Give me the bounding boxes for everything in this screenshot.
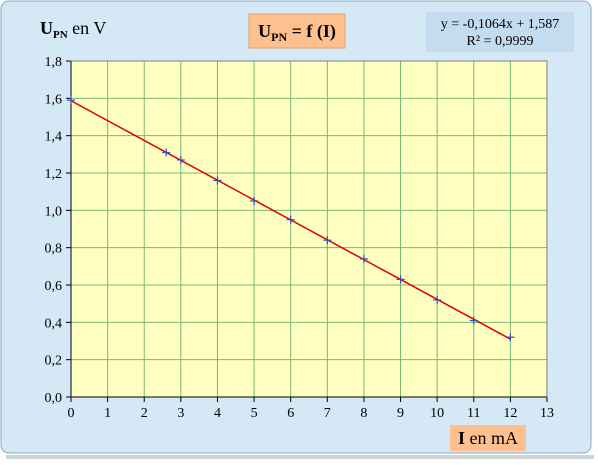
- x-tick-label: 6: [287, 406, 294, 421]
- y-tick-label: 0,2: [45, 354, 63, 369]
- x-tick-label: 8: [360, 406, 367, 421]
- data-point: [396, 275, 405, 284]
- x-tick-label: 12: [503, 406, 517, 421]
- data-point: [433, 295, 442, 304]
- y-tick-label: 0,4: [45, 316, 63, 331]
- r-squared: R² = 0,9999: [467, 34, 534, 49]
- data-point: [359, 254, 368, 263]
- x-tick-label: 4: [214, 406, 221, 421]
- plot: 0,00,20,40,60,81,01,21,41,61,80 1 2 3 4 5 6 7 8 9…: [45, 55, 555, 421]
- data-point: [286, 215, 295, 224]
- y-label-rest: en V: [68, 18, 107, 38]
- y-tick-label: 0,0: [45, 391, 63, 406]
- x-tick-label: 10: [430, 406, 444, 421]
- x-tick-label: 11: [467, 406, 480, 421]
- y-tick-label: 1,4: [45, 130, 63, 145]
- x-tick-label: 5: [251, 406, 258, 421]
- x-tick-label: 2: [141, 406, 148, 421]
- x-axis-label: I en mA: [458, 428, 518, 448]
- title-main: U: [258, 21, 271, 41]
- x-label-main: I: [458, 428, 465, 448]
- data-point: [162, 148, 171, 157]
- x-tick-label: 13: [540, 406, 554, 421]
- title-rest: = f (I): [287, 21, 336, 42]
- x-label-box: [450, 425, 526, 451]
- shadow: [6, 455, 594, 459]
- plot-area: [71, 61, 547, 397]
- data-point: [469, 316, 478, 325]
- equation: y = -0,1064x + 1,587: [441, 17, 559, 32]
- data-point: [176, 155, 185, 164]
- data-point: [506, 333, 515, 342]
- equation-box: [426, 12, 574, 52]
- chart-title: UPN = f (I): [258, 21, 336, 44]
- title-box: [248, 13, 346, 49]
- x-tick-label: 1: [104, 406, 111, 421]
- y-label-main: U: [40, 18, 53, 38]
- x-tick-label: 0: [68, 406, 75, 421]
- data-point: [250, 197, 259, 205]
- x-tick-label: 9: [397, 406, 404, 421]
- x-tick-label: 3: [177, 406, 184, 421]
- data-point: [67, 96, 75, 105]
- y-tick-label: 1,0: [45, 204, 63, 219]
- title-sub: PN: [271, 30, 287, 44]
- y-label-sub: PN: [53, 29, 68, 41]
- y-tick-label: 1,6: [45, 92, 63, 107]
- x-label-rest: en mA: [465, 428, 518, 448]
- data-point: [323, 236, 332, 245]
- y-tick-label: 0,8: [45, 242, 63, 257]
- y-tick-label: 1,2: [45, 167, 63, 182]
- data-point: [213, 176, 222, 185]
- y-tick-label: 1,8: [45, 55, 63, 70]
- y-axis-label: UPN en V: [40, 18, 106, 41]
- x-tick-label: 7: [324, 406, 331, 421]
- y-tick-label: 0,6: [45, 279, 63, 294]
